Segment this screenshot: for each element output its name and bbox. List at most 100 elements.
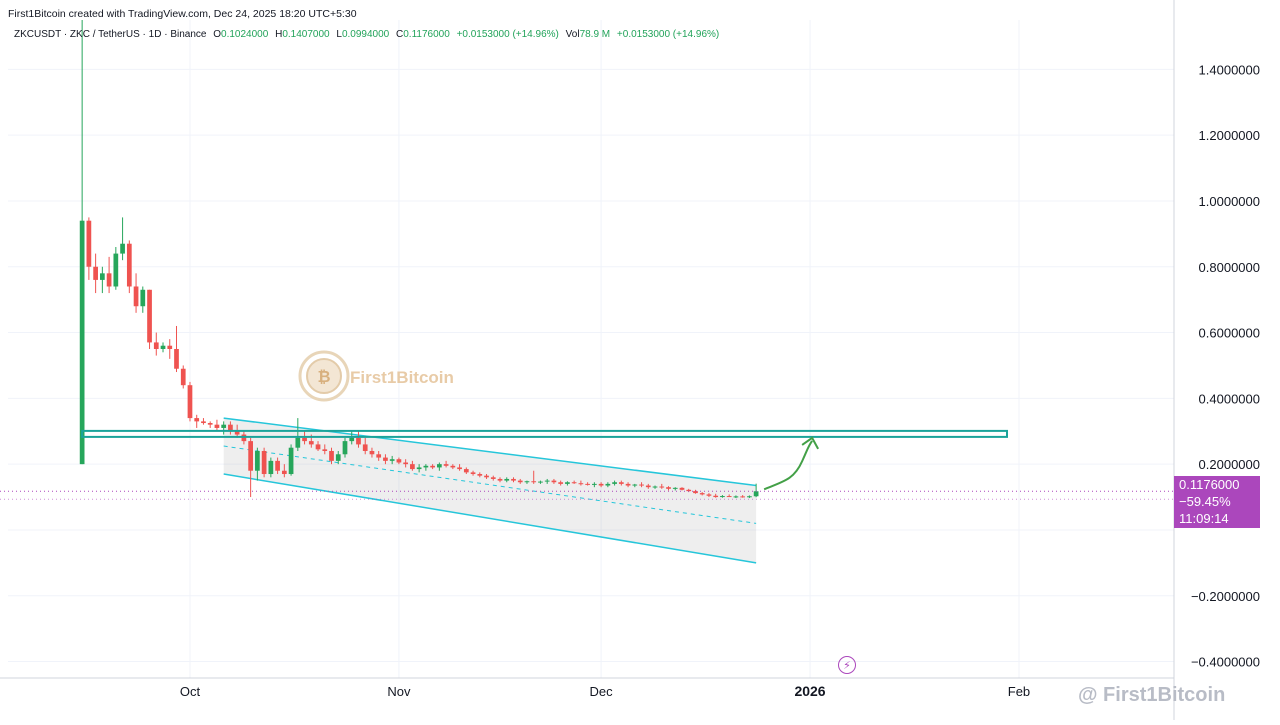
candle-body (585, 483, 590, 485)
candle-body (679, 487, 685, 490)
candle-body (693, 491, 698, 494)
bar-countdown: 11:09:14 (1179, 511, 1229, 526)
candle-body (497, 478, 503, 481)
candle (221, 421, 227, 435)
candle (733, 495, 739, 499)
candle-body (639, 484, 644, 486)
candle-body (598, 483, 604, 486)
candle-body (463, 469, 469, 473)
candle (632, 483, 638, 488)
candle (153, 332, 159, 356)
y-tick-label: 0.8000000 (1199, 260, 1260, 275)
candle-body (504, 478, 510, 481)
candle-body (281, 470, 287, 475)
candle (362, 437, 368, 455)
candle (329, 447, 334, 465)
last-price: 0.1176000 (1179, 477, 1240, 492)
candle (484, 474, 489, 479)
candle (605, 482, 611, 488)
descending-channel (223, 417, 757, 564)
candle (416, 464, 422, 473)
candle-body (180, 368, 186, 386)
candle (187, 381, 193, 422)
candle-body (99, 273, 105, 280)
candle-body (308, 441, 314, 445)
candle-body (672, 487, 678, 489)
channel-mid-line (223, 445, 757, 524)
candle-body (295, 437, 301, 448)
channel-lower-line (223, 473, 757, 564)
candle-body (565, 482, 570, 484)
candle-body (356, 437, 361, 445)
candle-body (659, 486, 665, 488)
candle-body (248, 441, 253, 471)
candle (463, 467, 469, 475)
volume-label: Vol (565, 29, 580, 40)
candle-body (416, 467, 422, 470)
candle-body (187, 385, 193, 419)
candle (180, 365, 186, 389)
candle (659, 483, 665, 489)
candle-body (106, 273, 112, 287)
candle-body (511, 478, 516, 481)
candle-body (322, 449, 328, 451)
candle-body (666, 487, 671, 489)
candle-body (362, 444, 368, 451)
candle-body (720, 496, 725, 498)
candle-body (686, 489, 692, 492)
candle (672, 487, 678, 491)
candle (726, 494, 732, 498)
candle (592, 482, 597, 488)
open-value: 0.1024000 (221, 29, 269, 40)
candle (93, 253, 98, 294)
candle-body (592, 483, 597, 485)
candle (470, 470, 476, 476)
y-tick-label: 1.4000000 (1199, 62, 1260, 77)
x-tick-label: Feb (1008, 684, 1030, 699)
change-value: +0.0153000 (+14.96%) (456, 29, 559, 40)
symbol-label[interactable]: ZKCUSDT · ZKC / TetherUS · 1D · Binance (14, 29, 207, 40)
candle-body (335, 454, 341, 461)
candle-body (133, 286, 139, 307)
candle (524, 480, 530, 484)
close-value: 0.1176000 (403, 29, 450, 40)
candle-body (477, 474, 483, 476)
x-tick-label: Nov (387, 684, 411, 699)
bolt-icon[interactable]: ⚡ (838, 656, 856, 674)
candle (598, 482, 604, 488)
candle (511, 477, 516, 483)
candle (720, 495, 725, 498)
candle-body (79, 220, 85, 465)
candle (618, 480, 624, 486)
low-label: L (336, 29, 342, 40)
y-tick-label: 0.4000000 (1199, 391, 1260, 406)
candle (747, 495, 752, 499)
candle-body (457, 467, 462, 470)
candle-body (234, 431, 240, 435)
candle-body (726, 496, 732, 498)
candle (740, 495, 746, 498)
candle (450, 464, 456, 470)
candle-body (174, 349, 179, 369)
candle-body (544, 480, 550, 482)
candle-body (342, 441, 348, 455)
candle (174, 325, 179, 373)
watermark-logo: ₿ First1Bitcoin (298, 350, 454, 402)
candle (652, 485, 658, 489)
candle (423, 464, 429, 471)
candle-body (450, 465, 456, 468)
candle (207, 421, 213, 428)
resistance-level-box (81, 429, 1008, 438)
low-value: 0.0994000 (341, 29, 390, 40)
candle-body (268, 460, 274, 475)
candle-body (747, 496, 752, 498)
candle (335, 450, 341, 465)
candle (625, 482, 631, 488)
candle (403, 459, 409, 468)
candle-body (113, 253, 119, 287)
candle-body (389, 459, 395, 461)
candle-body (423, 465, 429, 468)
candle-body (538, 481, 543, 483)
